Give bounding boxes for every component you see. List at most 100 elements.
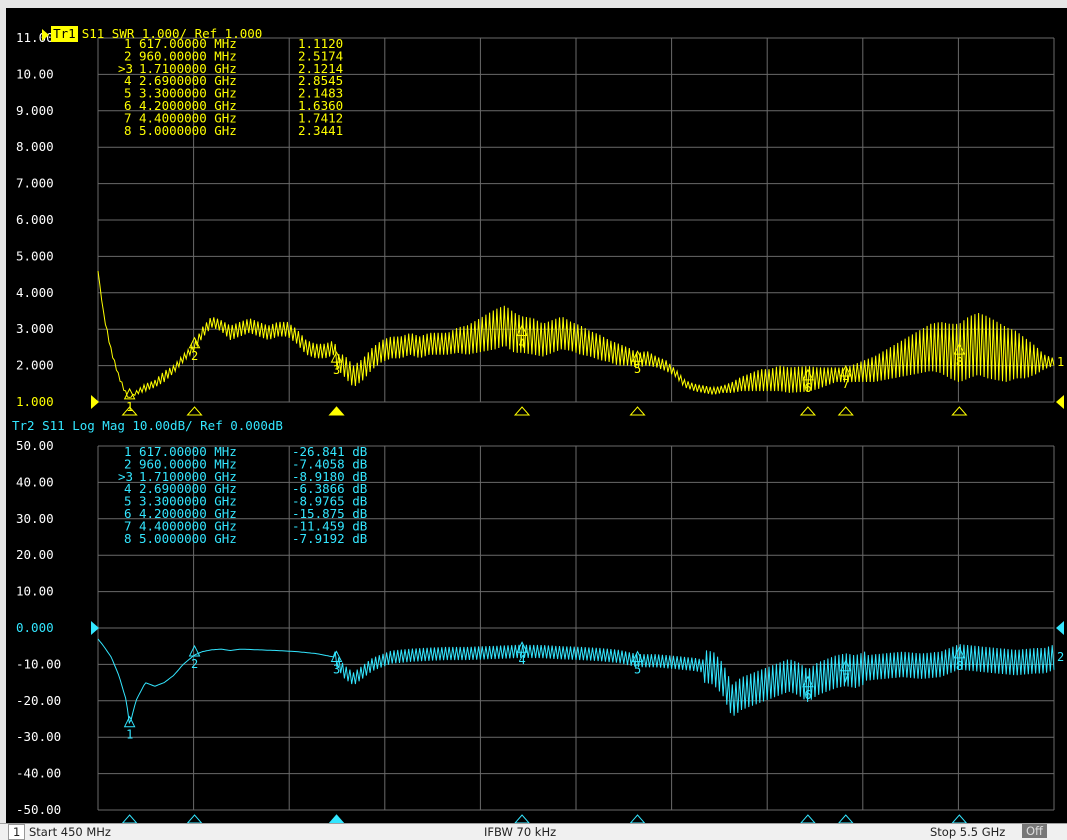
- trace1-ytick-label: 8.000: [16, 139, 54, 154]
- trace1-ytick-label: 2.000: [16, 358, 54, 373]
- ifbw-setting[interactable]: IFBW 70 kHz: [484, 825, 557, 839]
- trace1-marker-table-freq: 4.2000000 GHz: [139, 98, 237, 113]
- trace1-marker-table-value: 2.5174: [298, 48, 343, 63]
- trace2-marker-5-symbol: [631, 650, 644, 663]
- trace2-marker-table-freq: 2.6900000 GHz: [139, 481, 237, 496]
- trace2-marker-6-label: 6: [804, 688, 811, 702]
- trace1-title-bar[interactable]: Tr1 S11 SWR 1.000/ Ref 1.000: [12, 10, 262, 42]
- trace1-trace-line: [97, 270, 1055, 398]
- trace1-marker-table-id: 5: [124, 86, 132, 101]
- trace1-marker-table-value: 2.3441: [298, 123, 343, 138]
- trace2-marker-table-id: >3: [118, 469, 133, 484]
- trace1-panel: 11.0010.009.0008.0007.0006.0005.0004.000…: [16, 30, 1064, 416]
- trace1-marker-table-freq: 617.00000 MHz: [139, 36, 237, 51]
- trace1-marker-5-position-icon: [629, 406, 646, 416]
- trace2-marker-4-symbol: [516, 641, 528, 653]
- trace2-marker-table-value: -7.9192 dB: [292, 531, 367, 546]
- trace2-ytick-label: -50.00: [16, 802, 61, 817]
- trace2-ytick-label: -30.00: [16, 729, 61, 744]
- trace1-marker-table-freq: 5.0000000 GHz: [139, 123, 237, 138]
- trace2-marker-2-position-icon: [186, 814, 203, 823]
- stop-frequency[interactable]: Stop 5.5 GHz: [930, 825, 1006, 839]
- off-indicator[interactable]: Off: [1022, 824, 1047, 838]
- trace2-marker-8-position-icon: [951, 814, 968, 823]
- trace2-marker-7-symbol: [839, 659, 852, 672]
- trace2-marker-4-position-icon: [514, 814, 530, 823]
- channel-number[interactable]: 1: [8, 824, 26, 840]
- trace1-ytick-label: 9.000: [16, 103, 54, 118]
- trace1-marker-7-label: 7: [842, 377, 849, 391]
- trace2-marker-table-value: -8.9180 dB: [292, 469, 367, 484]
- analyzer-screen: 11.00 10.00 9.000 8.000 7.000 6.000 5.000 4.000…: [6, 8, 1067, 823]
- trace2-marker-1-symbol: [123, 715, 136, 728]
- active-trace-arrow-icon: [42, 28, 50, 41]
- trace2-marker-1-position-icon: [121, 814, 138, 823]
- start-frequency[interactable]: Start 450 MHz: [29, 825, 111, 839]
- trace1-marker-4-position-icon: [513, 406, 531, 416]
- trace1-badge[interactable]: Tr1: [51, 26, 78, 42]
- trace2-ytick-label: -20.00: [16, 693, 61, 708]
- trace1-ytick-label: 3.000: [16, 321, 54, 336]
- trace2-marker-table-freq: 4.2000000 GHz: [139, 506, 237, 521]
- trace2-marker-5-position-icon: [629, 814, 646, 823]
- trace2-ytick-label: 40.00: [16, 474, 54, 489]
- trace2-marker-table-id: 8: [124, 531, 132, 546]
- trace1-marker-table-value: 1.7412: [298, 110, 343, 125]
- trace2-marker-table-value: -26.841 dB: [292, 444, 367, 459]
- trace2-marker-table-id: 6: [124, 506, 132, 521]
- trace2-marker-7-label: 7: [842, 672, 849, 686]
- trace1-marker-table-freq: 4.4000000 GHz: [139, 110, 237, 125]
- trace2-ytick-label: 30.00: [16, 511, 54, 526]
- trace2-marker-6-symbol: [802, 675, 814, 688]
- trace2-ytick-label: 10.00: [16, 584, 54, 599]
- trace2-marker-1-label: 1: [126, 728, 133, 742]
- plot-area: 11.0010.009.0008.0007.0006.0005.0004.000…: [16, 30, 1064, 823]
- trace1-marker-table-id: 1: [124, 36, 132, 51]
- trace2-title[interactable]: Tr2 S11 Log Mag 10.00dB/ Ref 0.000dB: [12, 418, 283, 433]
- trace2-marker-table-value: -15.875 dB: [292, 506, 367, 521]
- trace2-marker-8-symbol: [953, 646, 966, 659]
- trace2-trace-end-label: 2: [1057, 650, 1064, 664]
- trace1-marker-1-symbol: [123, 387, 136, 400]
- trace1-ytick-label: 1.000: [16, 394, 54, 409]
- trace2-ytick-label: 0.000: [16, 620, 54, 635]
- trace2-marker-table-value: -11.459 dB: [292, 518, 367, 533]
- trace2-marker-table-freq: 3.3000000 GHz: [139, 494, 237, 509]
- trace2-marker-2-label: 2: [191, 657, 198, 671]
- trace1-marker-8-label: 8: [956, 355, 963, 369]
- trace2-ref-left-icon: [91, 621, 99, 635]
- trace1-marker-table-freq: 3.3000000 GHz: [139, 86, 237, 101]
- trace2-ytick-label: 50.00: [16, 438, 54, 453]
- trace1-ytick-label: 10.00: [16, 66, 54, 81]
- trace1-marker-table-id: 2: [124, 48, 132, 63]
- trace1-marker-table-freq: 2.6900000 GHz: [139, 73, 237, 88]
- trace1-ytick-label: 5.000: [16, 248, 54, 263]
- trace1-trace-end-label: 1: [1057, 355, 1064, 369]
- trace2-panel: 50.00 40.00 30.00 20.00 10.00 0.000 -10.00 -20.…: [16, 438, 1064, 823]
- trace1-marker-8-position-icon: [951, 406, 968, 416]
- trace1-marker-8-symbol: [953, 342, 966, 355]
- trace1-marker-1-position-icon: [121, 406, 138, 416]
- trace2-marker-table-freq: 4.4000000 GHz: [139, 518, 237, 533]
- trace1-marker-7-symbol: [839, 364, 852, 377]
- trace1-marker-2-position-icon: [186, 406, 203, 416]
- trace1-marker-table-id: 8: [124, 123, 132, 138]
- trace2-ref-right-icon: [1056, 621, 1064, 635]
- trace2-marker-4-label: 4: [519, 653, 526, 667]
- trace1-ref-right-icon: [1056, 395, 1064, 409]
- trace2-marker-6-position-icon: [800, 814, 816, 823]
- trace1-marker-table-freq: 960.00000 MHz: [139, 48, 237, 63]
- trace1-marker-2-symbol: [188, 336, 201, 349]
- trace1-title: S11 SWR 1.000/ Ref 1.000: [81, 26, 263, 41]
- trace2-marker-3-label: 3: [333, 662, 340, 676]
- trace1-marker-6-symbol: [802, 368, 814, 381]
- trace2-marker-table-freq: 617.00000 MHz: [139, 444, 237, 459]
- trace2-marker-table-value: -8.9765 dB: [292, 494, 367, 509]
- trace2-marker-table-freq: 960.00000 MHz: [139, 456, 237, 471]
- trace2-ytick-label: 20.00: [16, 547, 54, 562]
- trace2-ytick-label: -40.00: [16, 766, 61, 781]
- trace2-marker-table-value: -7.4058 dB: [292, 456, 367, 471]
- trace2-marker-table-id: 7: [124, 518, 132, 533]
- trace2-marker-table-value: -6.3866 dB: [292, 481, 367, 496]
- trace1-marker-table-id: >3: [118, 61, 133, 76]
